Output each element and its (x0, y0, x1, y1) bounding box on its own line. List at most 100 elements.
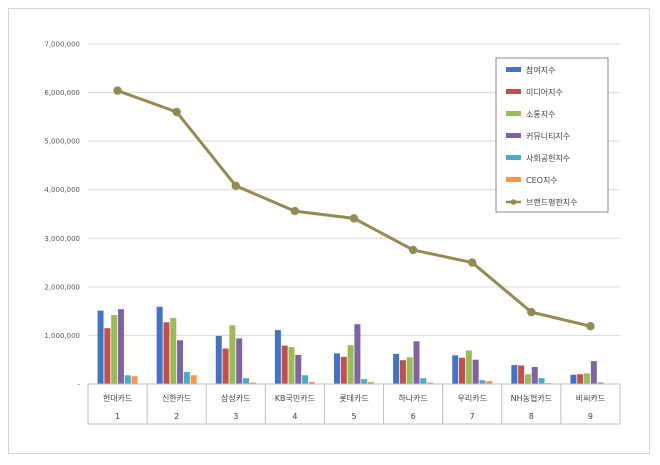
bar (97, 310, 104, 384)
bar (511, 365, 518, 384)
x-category-label: 삼성카드 (221, 393, 250, 403)
bar (334, 353, 340, 384)
bar (427, 382, 434, 384)
bar (368, 382, 374, 384)
bar (302, 375, 309, 384)
y-tick-label: 7,000,000 (44, 41, 80, 49)
bar (347, 345, 354, 384)
bar (236, 338, 243, 384)
bar (354, 324, 361, 384)
legend-swatch (506, 111, 521, 116)
bar (111, 315, 118, 384)
y-tick-label: 2,000,000 (44, 283, 80, 291)
bar (340, 356, 347, 384)
x-category-index: 6 (411, 412, 416, 421)
bar (215, 335, 222, 384)
bar (406, 357, 413, 384)
y-tick-label: 3,000,000 (44, 235, 80, 243)
bar (518, 365, 525, 384)
x-axis: 현대카드 1 신한카드 2 삼성카드 3 KB국민카드 4 롯데카드 5 하나카드 6 우리카드 7 NH농… (87, 383, 621, 425)
y-tick-label: 4,000,000 (44, 186, 80, 194)
legend-swatch (506, 133, 521, 138)
x-category-label: 신한카드 (162, 394, 191, 403)
bar (222, 348, 229, 384)
line-point (172, 107, 181, 117)
legend-swatch (506, 155, 521, 160)
bar (104, 328, 111, 384)
legend-label: CEO지수 (526, 176, 558, 185)
bar (459, 357, 466, 384)
x-category-label: 우리카드 (457, 394, 486, 403)
bar (486, 381, 493, 384)
legend-swatch (506, 89, 521, 94)
bar (465, 350, 472, 384)
bar (590, 361, 597, 384)
line-point (113, 86, 122, 95)
bar (295, 354, 302, 384)
x-category-index: 8 (529, 412, 534, 421)
y-axis-ticks: 7,000,000 6,000,000 5,000,000 4,000,000 3,00… (44, 41, 80, 389)
line-point (231, 181, 240, 191)
bar (577, 374, 584, 384)
bar (131, 376, 138, 384)
legend-label: 소통지수 (526, 110, 555, 119)
bar (472, 359, 479, 384)
bar (163, 322, 170, 384)
line-point (408, 245, 418, 255)
x-category-label: KB국민카드 (275, 393, 315, 403)
legend-label: 미디어지수 (526, 87, 563, 97)
bar (361, 379, 368, 384)
x-category-label: 비씨카드 (576, 394, 605, 403)
bar (479, 380, 486, 384)
legend-label: 브랜드평판지수 (526, 197, 578, 207)
bar (274, 330, 281, 384)
bar (124, 375, 131, 384)
x-category-index: 4 (292, 412, 297, 421)
x-category-label: 현대카드 (103, 394, 132, 403)
bar (308, 382, 315, 384)
bar (399, 360, 406, 384)
bar (393, 353, 400, 384)
line-point (468, 258, 477, 267)
legend-line-marker (510, 199, 517, 205)
x-category-label: 롯데카드 (339, 394, 368, 403)
legend-swatch (506, 67, 521, 72)
bar (597, 382, 604, 384)
legend-label: 사회공헌지수 (526, 154, 570, 163)
line-point (527, 307, 536, 317)
legend-label: 커뮤니티지수 (526, 131, 570, 141)
bar (420, 378, 427, 384)
bar (242, 378, 249, 384)
line-series (113, 86, 595, 331)
y-tick-label: 1,000,000 (44, 332, 80, 340)
x-category-index: 2 (174, 412, 179, 421)
x-category-label: NH농협카드 (511, 393, 552, 403)
legend-label: 참여지수 (526, 65, 555, 75)
y-tick-label: 6,000,000 (44, 89, 80, 97)
y-tick-label: 5,000,000 (44, 138, 80, 146)
bar (524, 374, 531, 384)
line-point (586, 322, 595, 331)
bar (156, 306, 163, 384)
bar (413, 341, 420, 384)
x-category-index: 9 (588, 412, 593, 421)
bar (288, 347, 295, 384)
bar (538, 378, 545, 384)
x-category-label: 하나카드 (398, 393, 427, 403)
bar (117, 309, 124, 384)
bar (177, 340, 184, 384)
bar (531, 367, 538, 384)
x-category-index: 1 (115, 412, 120, 421)
bar-series (97, 306, 611, 384)
bar (183, 371, 190, 384)
y-tick-label: - (77, 381, 80, 389)
line-point (290, 206, 300, 216)
x-category-index: 5 (351, 412, 356, 421)
x-category-index: 7 (470, 412, 475, 421)
line-point (349, 214, 359, 223)
bar (170, 317, 177, 384)
bar (190, 375, 197, 384)
x-category-index: 3 (233, 412, 238, 421)
